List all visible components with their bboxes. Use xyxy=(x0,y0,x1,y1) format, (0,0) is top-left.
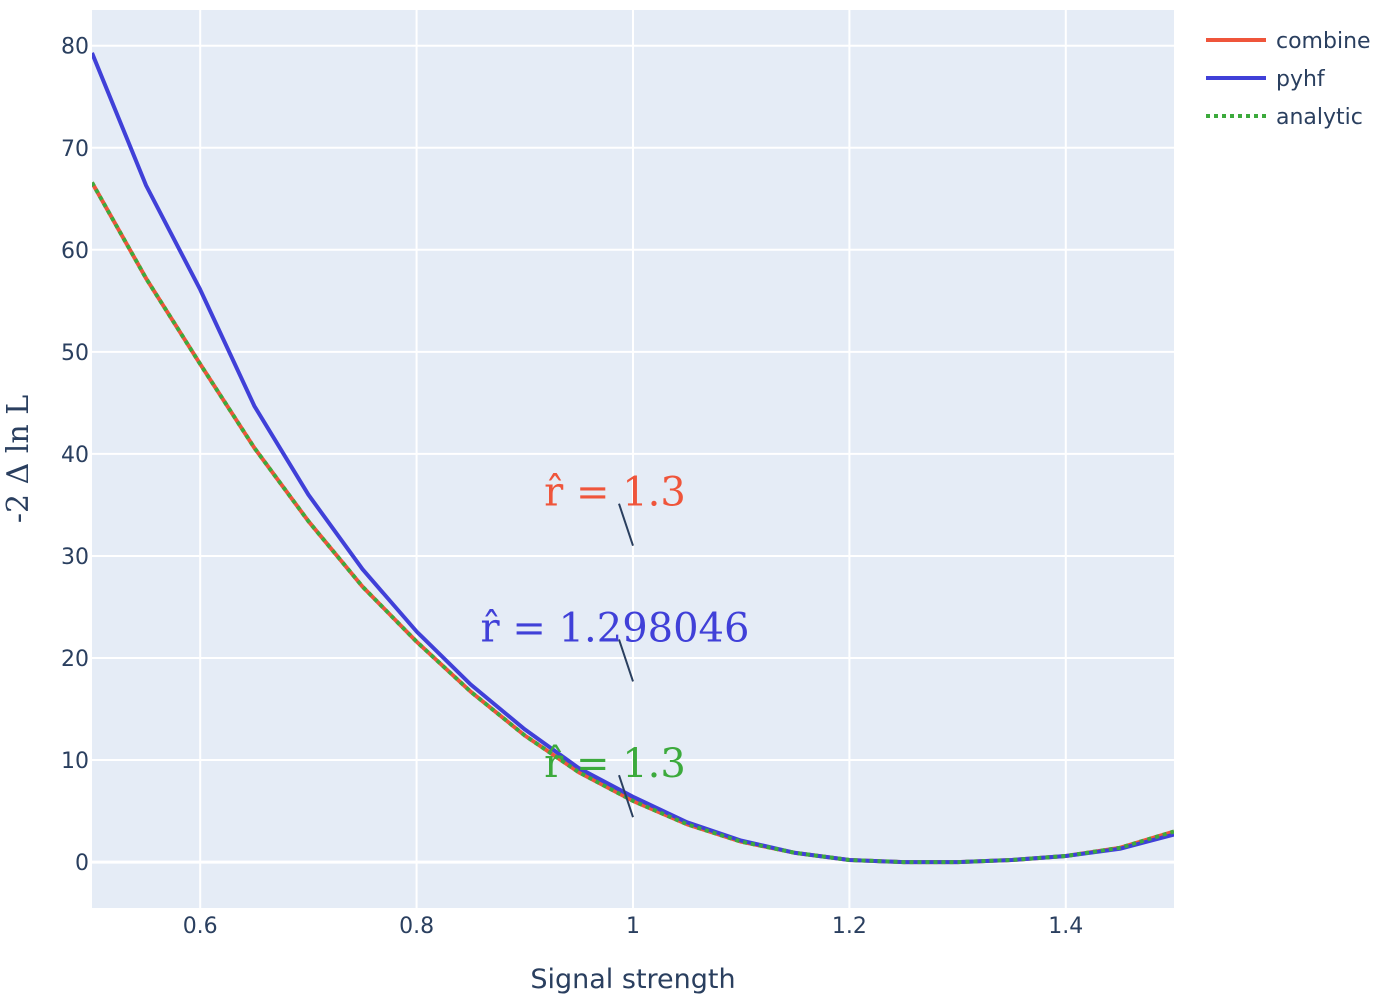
legend-item-combine[interactable]: combine xyxy=(1206,29,1371,54)
legend-label: combine xyxy=(1276,29,1371,54)
y-axis-ticks: 0 10 20 30 40 50 60 70 80 xyxy=(61,35,89,876)
series-line-analytic xyxy=(92,181,1174,865)
annotation-label: r̂ = 1.298046 xyxy=(481,605,750,651)
y-tick-label: 80 xyxy=(61,35,89,60)
x-axis-ticks: 0.6 0.8 1 1.2 1.4 xyxy=(183,914,1084,939)
y-tick-label: 20 xyxy=(61,647,89,672)
y-tick-label: 60 xyxy=(61,239,89,264)
y-tick-label: 50 xyxy=(61,341,89,366)
legend-label: analytic xyxy=(1276,105,1363,130)
legend-label: pyhf xyxy=(1276,67,1326,92)
legend[interactable]: combine pyhf analytic xyxy=(1206,29,1371,130)
annotation-label: r̂ = 1.3 xyxy=(544,470,686,516)
legend-item-pyhf[interactable]: pyhf xyxy=(1206,67,1326,92)
grid-lines xyxy=(92,10,1174,908)
annotation-arrow xyxy=(618,503,634,547)
annotations: r̂ = 1.3 r̂ = 1.298046 r̂ = 1.3 xyxy=(481,470,750,818)
y-tick-label: 0 xyxy=(75,851,89,876)
x-tick-label: 0.8 xyxy=(399,914,434,939)
y-tick-label: 40 xyxy=(61,443,89,468)
y-tick-label: 10 xyxy=(61,749,89,774)
legend-item-analytic[interactable]: analytic xyxy=(1206,105,1363,130)
series-line-pyhf xyxy=(92,52,1174,865)
annotation-label: r̂ = 1.3 xyxy=(544,741,686,787)
y-tick-label: 70 xyxy=(61,137,89,162)
y-tick-label: 30 xyxy=(61,545,89,570)
annotation-arrow xyxy=(618,774,634,818)
x-tick-label: 1.2 xyxy=(832,914,867,939)
x-tick-label: 1 xyxy=(626,914,640,939)
x-axis-title: Signal strength xyxy=(530,964,735,995)
annotation-arrow xyxy=(618,639,634,682)
y-axis-title: -2 Δ ln L xyxy=(1,395,36,523)
series-lines xyxy=(92,52,1174,865)
x-tick-label: 0.6 xyxy=(183,914,218,939)
x-tick-label: 1.4 xyxy=(1048,914,1083,939)
